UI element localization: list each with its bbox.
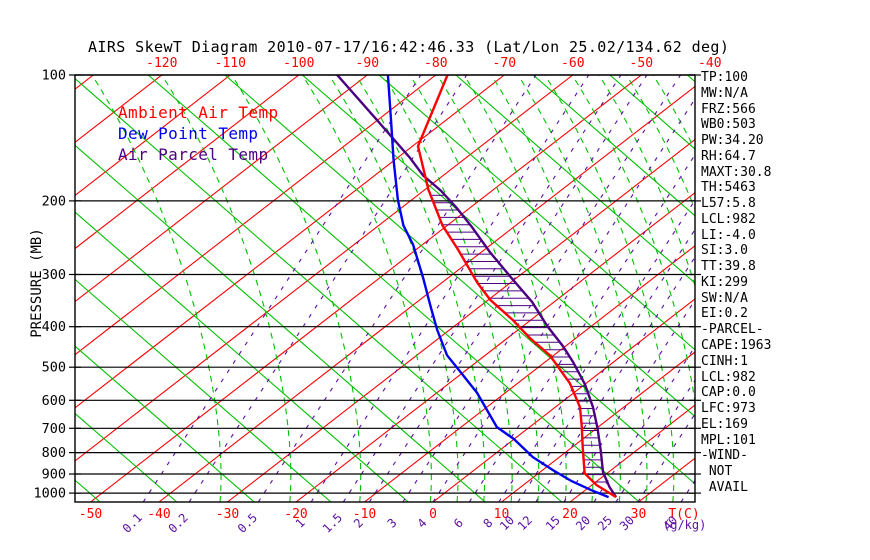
svg-text:3: 3 (385, 516, 400, 531)
mixing-unit-label: (g/kg) (663, 518, 706, 532)
svg-text:-80: -80 (424, 56, 447, 71)
stats-panel: TP:100 MW:N/A FRZ:566 WB0:503 PW:34.20 RH:64.… (701, 70, 771, 496)
svg-text:0: 0 (429, 507, 437, 522)
stat-line: PW:34.20 (701, 133, 764, 149)
svg-text:4: 4 (415, 516, 430, 531)
stat-line: TH:5463 (701, 180, 756, 196)
svg-text:400: 400 (42, 319, 66, 335)
plot-border (74, 74, 696, 503)
legend-dew-point-temp: Dew Point Temp (118, 124, 259, 143)
svg-text:600: 600 (42, 393, 66, 409)
svg-text:-60: -60 (561, 56, 584, 71)
stat-line: TT:39.8 (701, 259, 756, 275)
legend-air-parcel-temp: Air Parcel Temp (118, 145, 269, 164)
stat-line: EL:169 (701, 416, 748, 432)
chart-title: AIRS SkewT Diagram 2010-07-17/16:42:46.3… (88, 38, 730, 56)
svg-text:200: 200 (42, 193, 66, 209)
svg-text:-100: -100 (283, 56, 314, 71)
stat-line: CAPE:1963 (701, 338, 772, 354)
stat-line: EI:0.2 (701, 306, 748, 322)
svg-text:10: 10 (494, 507, 510, 522)
svg-text:15: 15 (543, 513, 563, 533)
svg-text:0.1: 0.1 (120, 511, 145, 536)
stat-line: LI:-4.0 (701, 227, 756, 243)
svg-text:700: 700 (42, 421, 66, 437)
stat-line: LCL:982 (701, 369, 756, 385)
svg-text:6: 6 (451, 516, 466, 531)
svg-text:-30: -30 (216, 507, 239, 522)
stat-line: WB0:503 (701, 117, 756, 133)
stat-line: LCL:982 (701, 211, 756, 227)
svg-text:800: 800 (42, 445, 66, 461)
pressure-axis-title: PRESSURE (MB) (29, 228, 45, 338)
svg-text:-50: -50 (79, 507, 102, 522)
stat-line: KI:299 (701, 274, 748, 290)
stat-line: MAXT:30.8 (701, 164, 772, 180)
svg-text:-10: -10 (353, 507, 376, 522)
svg-text:-20: -20 (284, 507, 307, 522)
stat-line: LFC:973 (701, 401, 756, 417)
legend-ambient-air-temp: Ambient Air Temp (118, 103, 279, 122)
bottom-temp-axis-labels: -50 -40 -30 -20 -10 0 10 20 30 T(C) (79, 507, 700, 522)
stat-line: TP:100 (701, 70, 748, 85)
svg-text:1.5: 1.5 (320, 511, 345, 536)
dewpoint-curve (386, 75, 610, 499)
svg-text:20: 20 (562, 507, 578, 522)
stat-line: MPL:101 (701, 432, 756, 448)
svg-text:-50: -50 (630, 56, 653, 71)
svg-text:-120: -120 (146, 56, 177, 71)
svg-text:12: 12 (515, 513, 535, 533)
svg-text:-70: -70 (493, 56, 516, 71)
svg-text:1000: 1000 (33, 486, 66, 502)
stat-line: L57:5.8 (701, 196, 756, 212)
stat-line: NOT (701, 464, 733, 480)
svg-text:-40: -40 (147, 507, 170, 522)
stat-line: MW:N/A (701, 85, 748, 101)
stat-line: -PARCEL- (701, 322, 764, 338)
stat-line: RH:64.7 (701, 148, 756, 164)
stat-line: SI:3.0 (701, 243, 748, 259)
svg-text:25: 25 (595, 513, 615, 533)
cape-hatch (430, 194, 608, 483)
svg-text:900: 900 (42, 467, 66, 483)
stat-line: CINH:1 (701, 353, 748, 369)
stat-line: FRZ:566 (701, 101, 756, 117)
svg-text:30: 30 (631, 507, 647, 522)
top-temp-axis-labels: -120 -110 -100 -90 -80 -70 -60 -50 -40 (146, 56, 721, 71)
ambient-temp-curve (416, 75, 617, 499)
dry-adiabat-lines (75, 75, 695, 502)
stat-line: SW:N/A (701, 290, 748, 306)
svg-text:100: 100 (42, 68, 66, 84)
svg-text:-40: -40 (698, 56, 721, 71)
temp-unit-label: T(C) (668, 507, 699, 522)
stat-line: CAP:0.0 (701, 385, 756, 401)
stat-line: AVAIL (701, 479, 748, 495)
svg-text:-110: -110 (215, 56, 246, 71)
stat-line: -WIND- (701, 448, 748, 464)
svg-text:300: 300 (42, 267, 66, 283)
svg-text:-90: -90 (356, 56, 379, 71)
pressure-axis-labels: 100 200 300 400 500 600 700 800 900 1000 (33, 68, 66, 502)
svg-text:500: 500 (42, 360, 66, 376)
